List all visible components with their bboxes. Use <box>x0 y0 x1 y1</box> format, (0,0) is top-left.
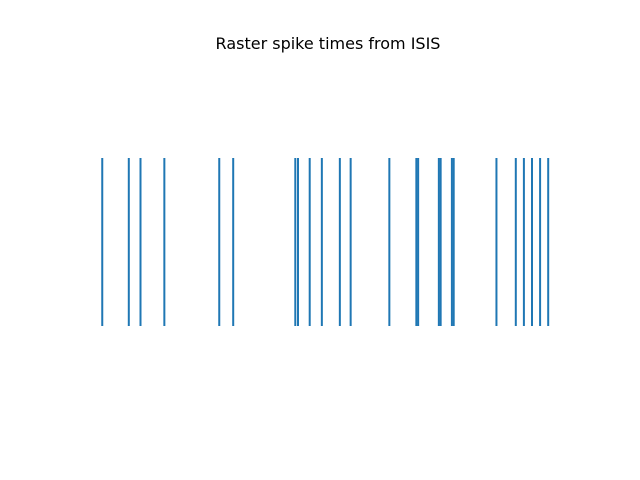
chart-title: Raster spike times from ISIS <box>216 34 441 53</box>
spike-train <box>101 158 550 326</box>
